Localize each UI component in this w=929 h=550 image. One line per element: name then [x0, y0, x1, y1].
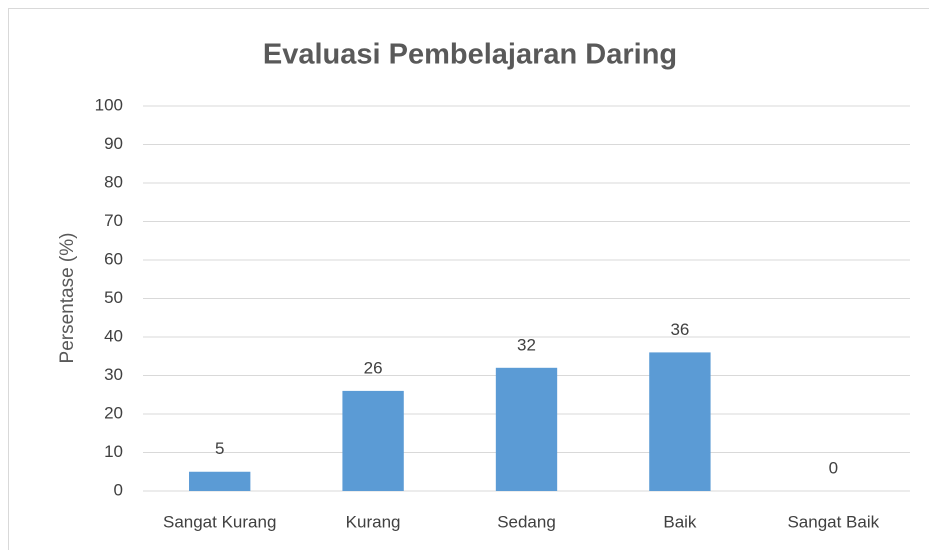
y-tick-label: 20 — [104, 403, 123, 422]
bar — [189, 471, 251, 491]
bar — [342, 390, 404, 491]
y-tick-label: 0 — [114, 480, 123, 499]
data-label: 5 — [215, 439, 224, 458]
x-tick-label: Sedang — [497, 512, 556, 531]
data-label: 36 — [670, 320, 689, 339]
bar — [649, 352, 711, 491]
x-tick-label: Baik — [663, 512, 697, 531]
chart-frame — [8, 8, 929, 550]
x-tick-label: Sangat Baik — [787, 512, 879, 531]
chart-title: Evaluasi Pembelajaran Daring — [263, 39, 677, 71]
y-tick-label: 60 — [104, 249, 123, 268]
y-axis-label: Persentase (%) — [57, 233, 78, 364]
y-tick-label: 70 — [104, 211, 123, 230]
data-label: 0 — [829, 458, 838, 477]
y-tick-label: 80 — [104, 172, 123, 191]
x-tick-label: Sangat Kurang — [163, 512, 276, 531]
x-tick-label: Kurang — [346, 512, 401, 531]
data-label: 26 — [364, 358, 383, 377]
y-tick-label: 10 — [104, 442, 123, 461]
y-tick-label: 40 — [104, 326, 123, 345]
y-tick-label: 50 — [104, 288, 123, 307]
y-tick-label: 30 — [104, 365, 123, 384]
data-label: 32 — [517, 335, 536, 354]
y-tick-label: 100 — [95, 95, 123, 114]
y-tick-label: 90 — [104, 134, 123, 153]
bar — [495, 367, 558, 491]
